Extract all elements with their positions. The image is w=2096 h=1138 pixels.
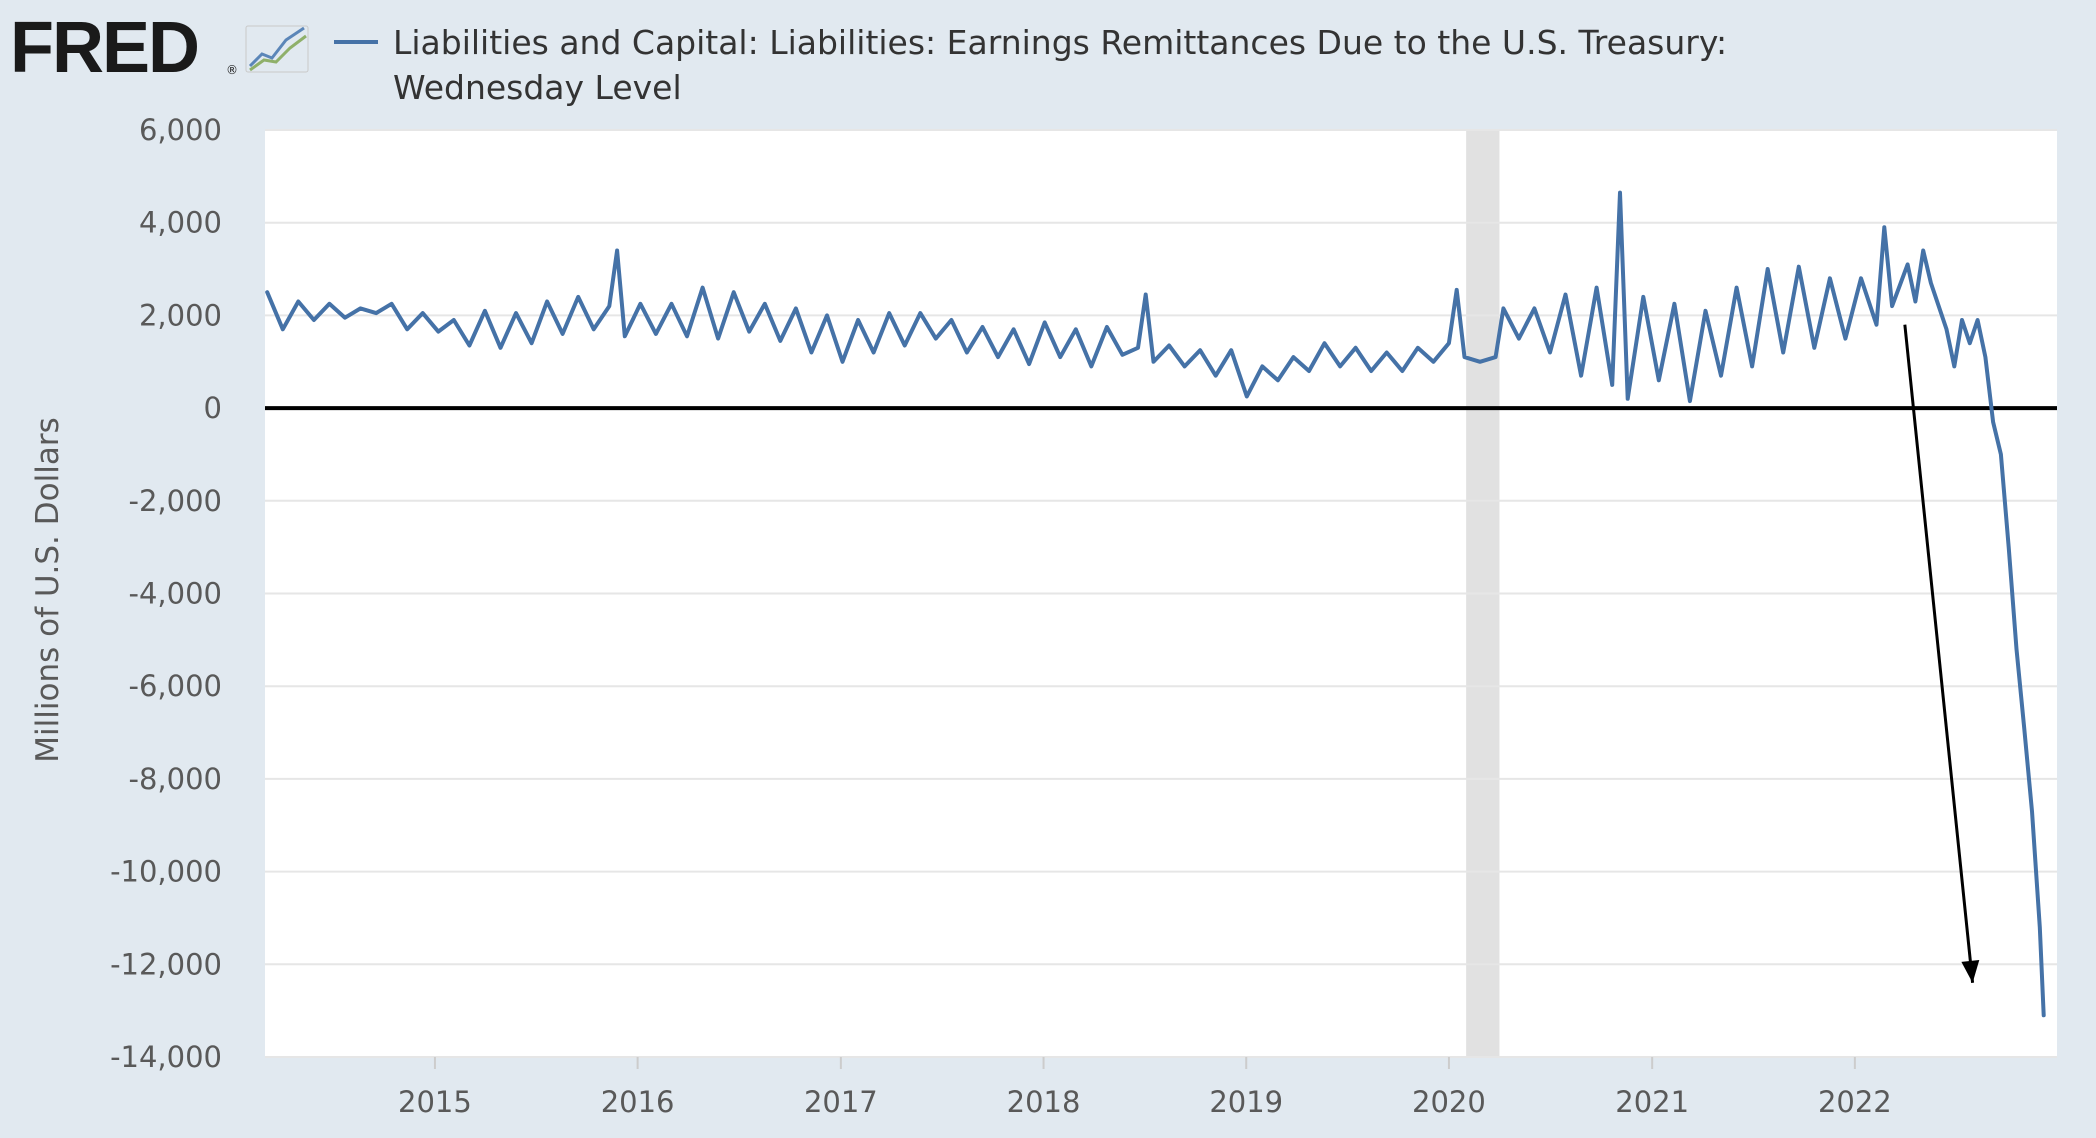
x-tick-label: 2016 — [601, 1085, 675, 1119]
y-tick-label: -10,000 — [110, 855, 222, 889]
y-tick-label: -4,000 — [129, 577, 223, 611]
x-tick-label: 2017 — [804, 1085, 878, 1119]
x-tick-label: 2022 — [1818, 1085, 1892, 1119]
x-tick-label: 2018 — [1007, 1085, 1081, 1119]
y-axis-ticks: 6,000 4,000 2,000 0 -2,000 -4,000 -6,000 -8,000… — [110, 113, 222, 1074]
x-tick-label: 2019 — [1209, 1085, 1283, 1119]
annotation-arrow-head — [1961, 960, 1980, 983]
y-tick-label: -14,000 — [110, 1040, 222, 1074]
annotation-layer — [1903, 324, 1980, 983]
y-tick-label: -6,000 — [129, 669, 223, 703]
y-tick-label: 2,000 — [139, 298, 222, 332]
x-axis-ticks: 2015 2016 2017 2018 2019 2020 2021 2022 — [398, 1057, 1892, 1119]
trend-line-chart-icon — [245, 25, 309, 73]
legend-label-line1: Liabilities and Capital: Liabilities: Ea… — [393, 23, 1727, 62]
legend-label-line2: Wednesday Level — [393, 68, 682, 107]
y-tick-label: -2,000 — [129, 484, 223, 518]
registered-mark: ® — [226, 63, 238, 77]
x-tick-label: 2021 — [1615, 1085, 1689, 1119]
y-tick-label: 4,000 — [139, 206, 222, 240]
fred-logo-text: FRED — [10, 8, 198, 88]
annotation-arrow-shaft — [1903, 324, 1975, 983]
x-tick-label: 2020 — [1412, 1085, 1486, 1119]
y-tick-label: -12,000 — [110, 947, 222, 981]
fred-logo[interactable]: FRED ® — [10, 8, 238, 88]
series-layer — [265, 190, 2046, 1018]
y-tick-label: -8,000 — [129, 762, 223, 796]
legend[interactable]: Liabilities and Capital: Liabilities: Ea… — [334, 23, 1727, 107]
y-tick-label: 0 — [204, 391, 222, 425]
y-axis-title: Millions of U.S. Dollars — [30, 417, 66, 762]
y-tick-label: 6,000 — [139, 113, 222, 147]
x-tick-label: 2015 — [398, 1085, 472, 1119]
series-line-0 — [265, 190, 2046, 1018]
